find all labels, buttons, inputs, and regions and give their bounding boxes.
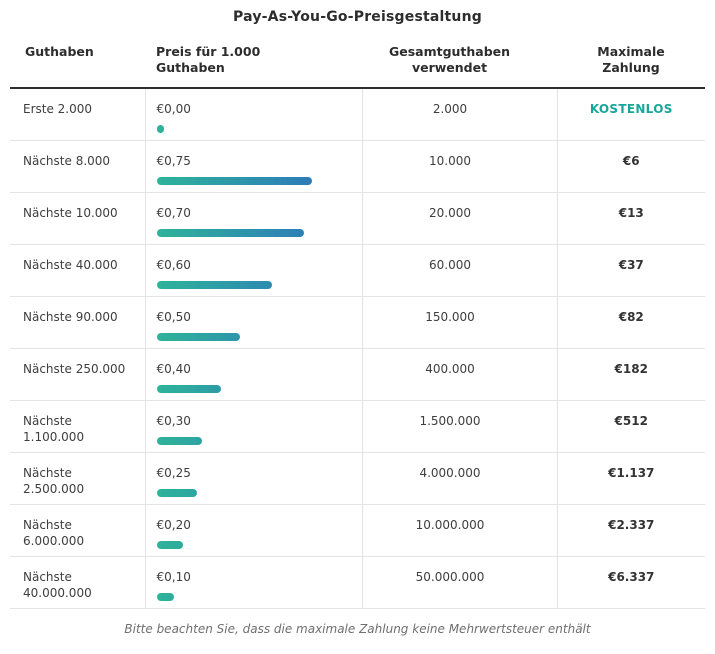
total-cell: 20.000	[362, 192, 558, 245]
price-cell: €0,40	[145, 348, 363, 401]
total-cell: 60.000	[362, 244, 558, 297]
price-cell: €0,75	[145, 140, 363, 193]
price-value: €0,60	[156, 257, 191, 272]
credits-cell: Nächste 40.000.000	[10, 556, 146, 609]
price-bar	[156, 540, 183, 549]
credits-cell: Nächste 8.000	[10, 140, 146, 193]
payment-cell: €6	[557, 140, 705, 193]
price-value: €0,10	[156, 569, 191, 584]
total-cell: 10.000	[362, 140, 558, 193]
payment-cell: €182	[557, 348, 705, 401]
credits-cell: Nächste 1.100.000	[10, 400, 146, 453]
price-value: €0,25	[156, 465, 191, 480]
price-bar	[156, 436, 202, 445]
table-row: Nächste 10.000 €0,70 20.000 €13	[10, 192, 705, 245]
header-row: Guthaben Preis für 1.000 Guthaben Gesamt…	[10, 31, 705, 89]
payment-cell: €82	[557, 296, 705, 349]
price-cell: €0,50	[145, 296, 363, 349]
price-cell: €0,25	[145, 452, 363, 505]
table-row: Nächste 6.000.000 €0,20 10.000.000 €2.33…	[10, 504, 705, 557]
price-value: €0,20	[156, 517, 191, 532]
price-bar	[156, 125, 164, 134]
price-value: €0,30	[156, 413, 191, 428]
price-value: €0,50	[156, 309, 191, 324]
credits-cell: Nächste 2.500.000	[10, 452, 146, 505]
pricing-table: Guthaben Preis für 1.000 Guthaben Gesamt…	[10, 31, 705, 609]
table-row: Nächste 40.000 €0,60 60.000 €37	[10, 244, 705, 297]
total-cell: 10.000.000	[362, 504, 558, 557]
credits-cell: Nächste 10.000	[10, 192, 146, 245]
vat-footnote: Bitte beachten Sie, dass die maximale Za…	[124, 621, 591, 636]
price-value: €0,75	[156, 153, 191, 168]
total-cell: 4.000.000	[362, 452, 558, 505]
price-cell: €0,30	[145, 400, 363, 453]
credits-cell: Nächste 6.000.000	[10, 504, 146, 557]
total-cell: 2.000	[362, 88, 558, 141]
table-row: Nächste 90.000 €0,50 150.000 €82	[10, 296, 705, 349]
table-body: Erste 2.000 €0,00 2.000 KOSTENLOS Nächst…	[10, 88, 705, 609]
payment-cell: €37	[557, 244, 705, 297]
total-cell: 1.500.000	[362, 400, 558, 453]
price-value: €0,70	[156, 205, 191, 220]
price-cell: €0,60	[145, 244, 363, 297]
table-header: Guthaben Preis für 1.000 Guthaben Gesamt…	[10, 31, 705, 89]
price-bar	[156, 228, 304, 237]
table-row: Erste 2.000 €0,00 2.000 KOSTENLOS	[10, 88, 705, 141]
price-cell: €0,20	[145, 504, 363, 557]
price-bar	[156, 280, 272, 289]
credits-cell: Nächste 250.000	[10, 348, 146, 401]
price-bar	[156, 332, 240, 341]
page-title: Pay-As-You-Go-Preisgestaltung	[233, 9, 482, 25]
payment-cell: €1.137	[557, 452, 705, 505]
table-row: Nächste 2.500.000 €0,25 4.000.000 €1.137	[10, 452, 705, 505]
total-cell: 400.000	[362, 348, 558, 401]
payment-cell: €2.337	[557, 504, 705, 557]
total-cell: 150.000	[362, 296, 558, 349]
credits-cell: Nächste 90.000	[10, 296, 146, 349]
total-cell: 50.000.000	[362, 556, 558, 609]
price-bar	[156, 384, 221, 393]
credits-cell: Erste 2.000	[10, 88, 146, 141]
table-row: Nächste 250.000 €0,40 400.000 €182	[10, 348, 705, 401]
payment-cell: €512	[557, 400, 705, 453]
price-bar	[156, 176, 312, 185]
table-row: Nächste 40.000.000 €0,10 50.000.000 €6.3…	[10, 556, 705, 609]
table-row: Nächste 1.100.000 €0,30 1.500.000 €512	[10, 400, 705, 453]
table-row: Nächste 8.000 €0,75 10.000 €6	[10, 140, 705, 193]
payment-cell: €6.337	[557, 556, 705, 609]
column-header-price: Preis für 1.000 Guthaben	[145, 31, 362, 89]
payment-cell: €13	[557, 192, 705, 245]
price-cell: €0,10	[145, 556, 363, 609]
price-cell: €0,00	[145, 88, 363, 141]
price-value: €0,40	[156, 361, 191, 376]
price-value: €0,00	[156, 102, 191, 116]
column-header-credits: Guthaben	[10, 31, 145, 89]
price-bar	[156, 488, 197, 497]
price-cell: €0,70	[145, 192, 363, 245]
column-header-total: Gesamtguthaben verwendet	[362, 31, 557, 89]
column-header-max-payment: Maximale Zahlung	[557, 31, 705, 89]
payment-cell: KOSTENLOS	[557, 88, 705, 141]
credits-cell: Nächste 40.000	[10, 244, 146, 297]
price-bar	[156, 592, 174, 601]
